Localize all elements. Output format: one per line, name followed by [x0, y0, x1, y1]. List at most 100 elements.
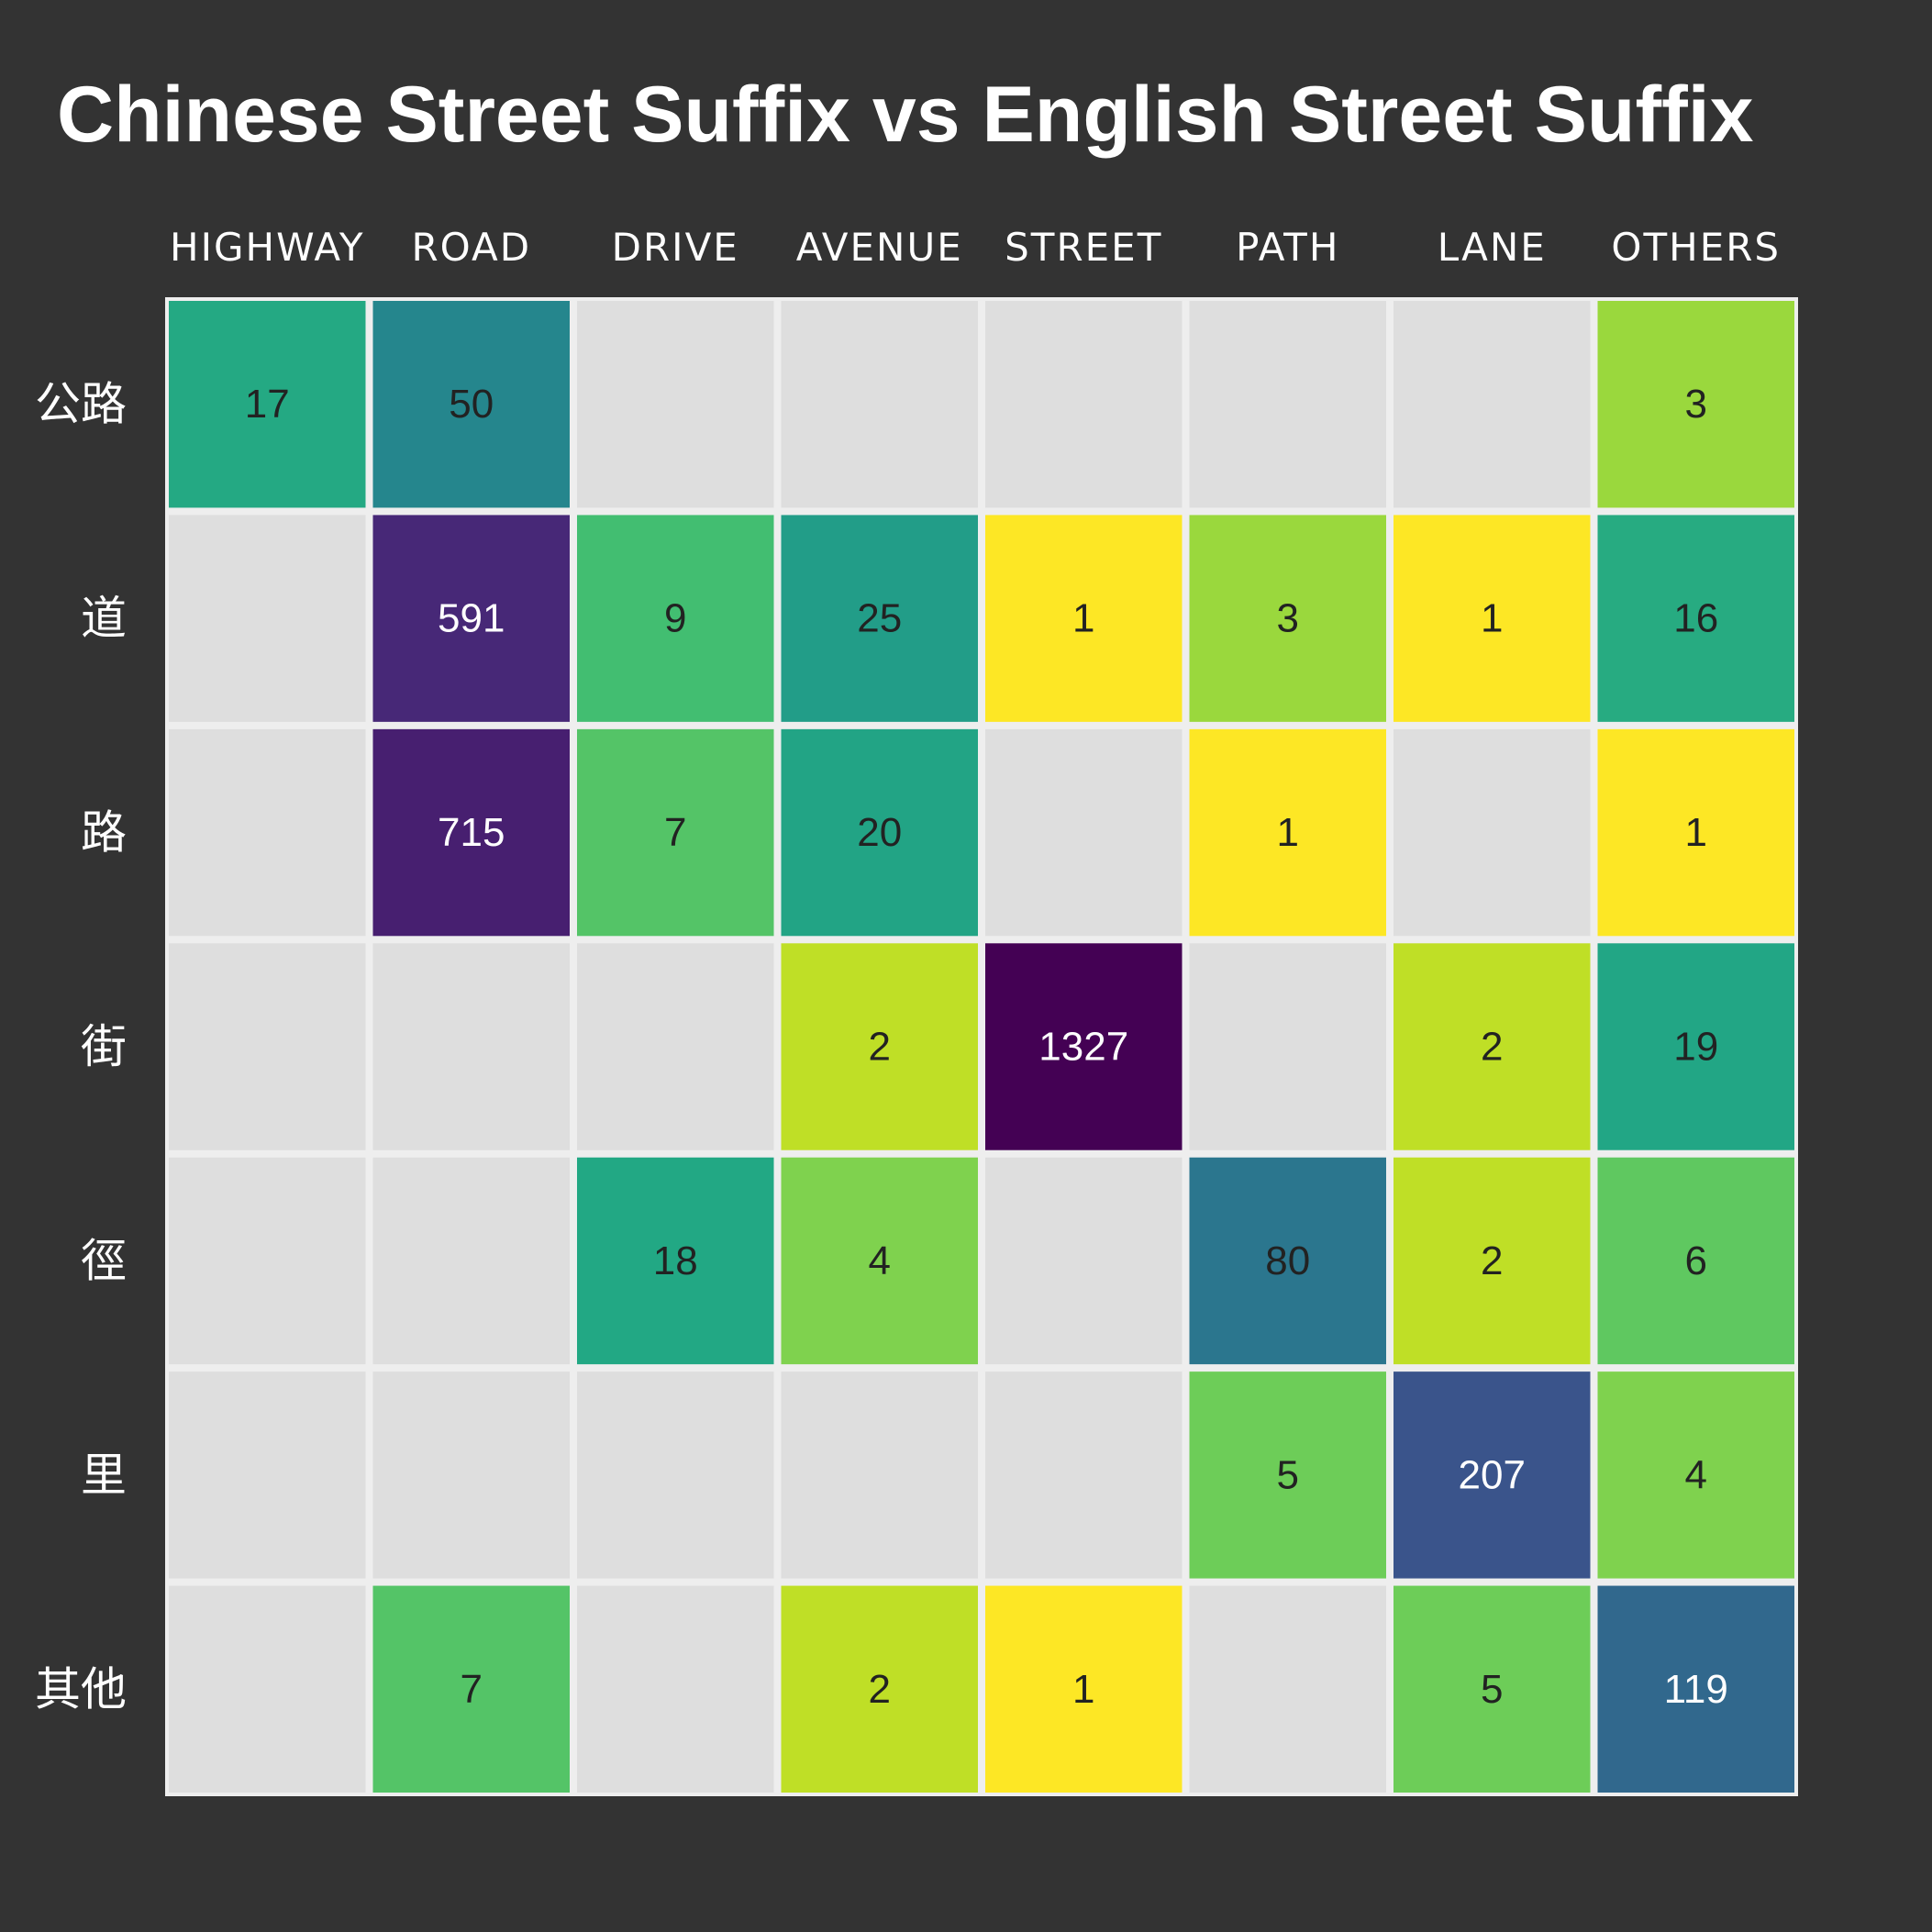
heatmap-cell	[577, 1585, 774, 1793]
heatmap-cell	[577, 1371, 774, 1579]
column-label-drive: DRIVE	[612, 225, 739, 270]
heatmap-cell	[169, 301, 366, 508]
row-label-5: 徑	[81, 1234, 127, 1287]
heatmap-cell	[577, 1157, 774, 1365]
heatmap-cell	[577, 515, 774, 722]
cell-value-label: 20	[857, 810, 902, 855]
cell-value-label: 715	[438, 810, 505, 855]
heatmap-cell	[1189, 1371, 1386, 1579]
heatmap-cell	[1189, 301, 1386, 508]
heatmap-cell	[781, 943, 978, 1150]
row-label-6: 里	[81, 1449, 127, 1502]
heatmap-cell	[1393, 515, 1591, 722]
heatmap-cell	[985, 515, 1183, 722]
cell-value-label: 4	[869, 1238, 891, 1283]
heatmap-cell	[1393, 301, 1591, 508]
heatmap-cell	[985, 1157, 1183, 1365]
heatmap-cell	[577, 728, 774, 937]
cell-value-label: 1327	[1038, 1025, 1128, 1070]
cell-value-label: 207	[1459, 1452, 1526, 1497]
cell-value-label: 591	[438, 596, 505, 641]
row-label-4: 街	[81, 1020, 127, 1073]
heatmap-cell	[1597, 1371, 1794, 1579]
cell-value-label: 3	[1685, 382, 1707, 427]
column-label-avenue: AVENUE	[796, 225, 963, 270]
cell-value-label: 50	[449, 382, 494, 427]
column-label-path: PATH	[1236, 225, 1339, 270]
heatmap-cell	[1393, 1157, 1591, 1365]
heatmap-cell	[372, 1157, 570, 1365]
column-labels: HIGHWAY ROAD DRIVE AVENUE STREET PATH LANE OTHE…	[170, 225, 1781, 270]
heatmap-cell	[1393, 1585, 1591, 1793]
cell-value-label: 1	[1072, 596, 1094, 641]
heatmap-cell	[577, 943, 774, 1150]
heatmap-cell	[372, 1371, 570, 1579]
cell-value-label: 1	[1072, 1667, 1094, 1712]
column-label-others: OTHERS	[1611, 225, 1781, 270]
heatmap-cell	[1189, 515, 1386, 722]
heatmap-cell	[1189, 728, 1386, 937]
heatmap-cell	[781, 301, 978, 508]
heatmap-cell	[1597, 301, 1794, 508]
heatmap-cell	[169, 728, 366, 937]
cell-value-label: 19	[1673, 1025, 1718, 1070]
heatmap-cell	[1393, 943, 1591, 1150]
heatmap-cell	[985, 1585, 1183, 1793]
cell-value-label: 80	[1265, 1238, 1310, 1283]
heatmap-cell	[1597, 1157, 1794, 1365]
heatmap-cell	[1597, 943, 1794, 1150]
cell-value-label: 9	[664, 596, 686, 641]
heatmap-cells	[169, 301, 1794, 1793]
heatmap-cell	[169, 1585, 366, 1793]
heatmap-cell	[781, 1371, 978, 1579]
cell-value-label: 25	[857, 596, 902, 641]
chart-title: Chinese Street Suffix vs English Street …	[57, 71, 1754, 159]
heatmap-cell	[985, 943, 1183, 1150]
cell-value-label: 1	[1277, 810, 1299, 855]
heatmap-cell	[985, 301, 1183, 508]
row-label-3: 路	[81, 806, 127, 860]
cell-value-label: 4	[1685, 1452, 1707, 1497]
heatmap-cell	[169, 943, 366, 1150]
row-label-2: 道	[81, 592, 127, 645]
heatmap-cell	[1597, 515, 1794, 722]
heatmap-cell	[372, 728, 570, 937]
column-label-lane: LANE	[1438, 225, 1547, 270]
heatmap-cell	[1189, 1585, 1386, 1793]
heatmap-cell	[985, 1371, 1183, 1579]
heatmap-cell	[985, 728, 1183, 937]
cell-value-label: 2	[869, 1667, 891, 1712]
heatmap-cell	[372, 301, 570, 508]
heatmap-cell	[169, 515, 366, 722]
heatmap-cell	[781, 1585, 978, 1793]
row-label-1: 公路	[35, 378, 127, 431]
row-label-7: 其他	[35, 1662, 127, 1715]
heatmap-cell	[1393, 1371, 1591, 1579]
cell-value-label: 1	[1481, 596, 1503, 641]
heatmap-cell	[372, 943, 570, 1150]
cell-value-label: 2	[1481, 1238, 1503, 1283]
heatmap-cell	[1189, 1157, 1386, 1365]
cell-value-label: 3	[1277, 596, 1299, 641]
heatmap-cell	[372, 515, 570, 722]
cell-value-label: 16	[1673, 596, 1718, 641]
heatmap-cell	[1597, 728, 1794, 937]
cell-value-label: 2	[1481, 1025, 1503, 1070]
cell-value-label: 2	[869, 1025, 891, 1070]
cell-value-label: 6	[1685, 1238, 1707, 1283]
cell-value-label: 17	[245, 382, 290, 427]
heatmap-cell	[169, 1157, 366, 1365]
heatmap-cell	[1393, 728, 1591, 937]
cell-value-label: 18	[653, 1238, 698, 1283]
heatmap-cell	[781, 1157, 978, 1365]
cell-value-label: 119	[1664, 1667, 1728, 1712]
heatmap-cell	[781, 728, 978, 937]
cell-value-label: 5	[1277, 1452, 1299, 1497]
column-label-highway: HIGHWAY	[170, 225, 364, 270]
cell-value-label: 5	[1481, 1667, 1503, 1712]
heatmap-cell	[169, 1371, 366, 1579]
column-label-street: STREET	[1005, 225, 1162, 270]
